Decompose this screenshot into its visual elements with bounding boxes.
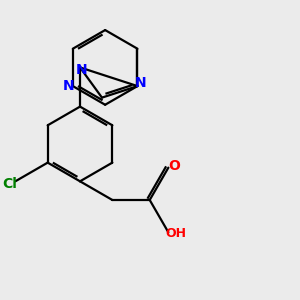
Text: Cl: Cl xyxy=(2,177,17,191)
Text: N: N xyxy=(63,79,74,93)
Text: N: N xyxy=(134,76,146,90)
Text: N: N xyxy=(76,63,87,77)
Text: O: O xyxy=(168,159,180,173)
Text: OH: OH xyxy=(166,227,187,240)
